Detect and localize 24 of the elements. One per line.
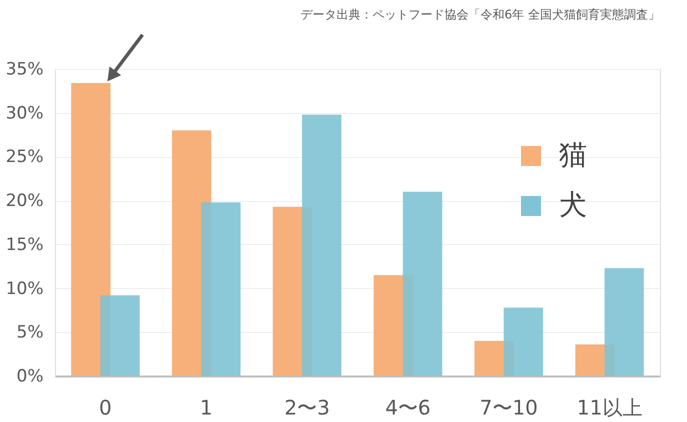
bar: [504, 308, 544, 376]
legend-label: 犬: [559, 188, 587, 221]
y-tick-label: 25%: [6, 147, 44, 168]
x-tick-label: 7〜10: [480, 396, 538, 420]
x-tick-label: 4〜6: [385, 396, 431, 420]
y-tick-label: 0%: [16, 366, 44, 386]
bar: [402, 192, 442, 376]
y-tick-label: 20%: [6, 191, 44, 212]
y-tick-label: 35%: [6, 60, 44, 80]
x-tick-label: 1: [200, 396, 213, 420]
y-tick-label: 30%: [6, 103, 44, 124]
bar: [302, 114, 342, 376]
bar: [604, 268, 644, 376]
bar: [201, 202, 241, 376]
y-tick-label: 15%: [6, 234, 44, 255]
y-tick-label: 5%: [16, 322, 44, 343]
bar: [71, 83, 110, 376]
x-tick-label: 11以上: [576, 396, 642, 420]
x-tick-label: 2〜3: [284, 396, 330, 420]
legend-label: 猫: [559, 138, 587, 171]
bar: [100, 295, 140, 376]
x-tick-label: 0: [99, 396, 112, 420]
y-tick-label: 10%: [6, 278, 44, 299]
text: データ出典：ペットフード協会「令和6年 全国犬猫飼育実態調査」: [300, 8, 660, 22]
